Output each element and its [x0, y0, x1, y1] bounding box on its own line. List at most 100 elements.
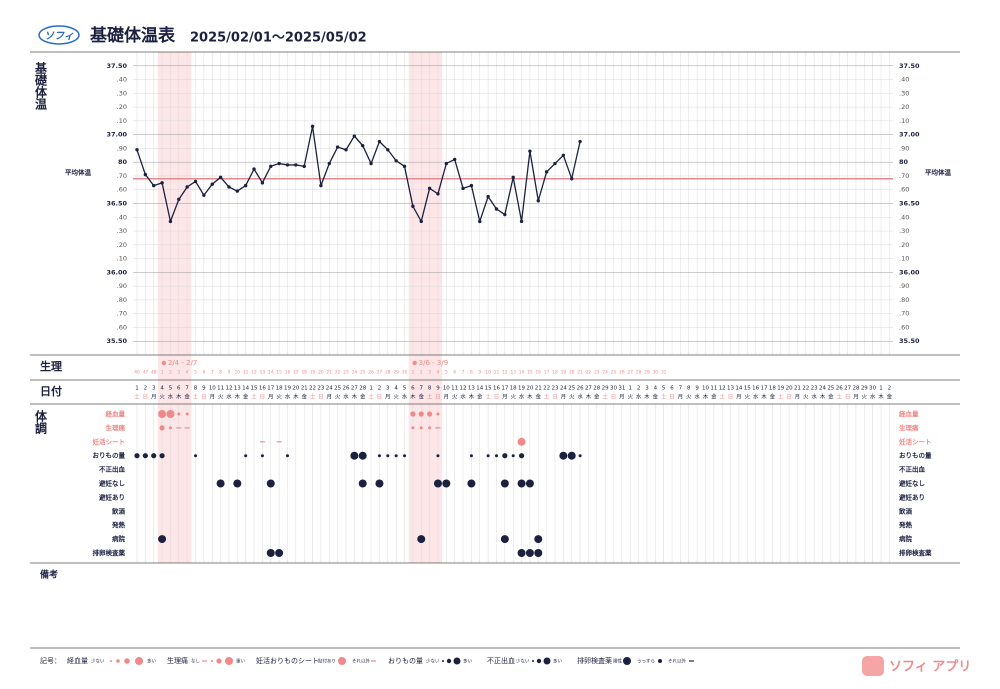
cycle-day: 1 — [412, 370, 415, 376]
cycle-day: 12 — [251, 370, 257, 376]
legend-item: 不正出血 — [487, 656, 515, 665]
cycle-day: 4 — [437, 370, 440, 376]
weekday-label: 金 — [887, 393, 893, 401]
day-label: 25 — [568, 386, 575, 392]
weekday-label: 火 — [862, 395, 868, 401]
cycle-day: 8 — [219, 370, 222, 376]
day-label: 17 — [267, 386, 274, 392]
temperature-point — [168, 219, 173, 224]
chart-layer: 2/4 - 2/7 3/6 - 3/9 37.50 37.50 .40 .40 .30 .30… — [65, 52, 952, 563]
temperature-point — [452, 157, 457, 162]
condition-dot — [244, 454, 248, 458]
cycle-day: 6 — [453, 370, 456, 376]
temperature-point — [503, 212, 507, 217]
y-tick-label-right: .40 — [899, 213, 909, 221]
y-tick-label-right: .80 — [899, 296, 909, 304]
cycle-day: 31 — [661, 370, 667, 376]
weekday-label: 日 — [201, 394, 207, 401]
weekday-label: 水 — [226, 393, 232, 401]
temperature-point — [402, 164, 407, 169]
weekday-label: 土 — [719, 393, 725, 401]
cycle-day: 10 — [235, 370, 241, 376]
y-tick-label-right: .60 — [899, 323, 909, 331]
day-label: 15 — [251, 386, 258, 392]
cycle-day: 27 — [628, 370, 634, 376]
logo-ring — [38, 25, 80, 45]
temperature-point — [177, 197, 181, 202]
y-tick-label: .90 — [117, 144, 127, 152]
day-label: 19 — [284, 386, 291, 392]
temperature-point — [269, 164, 273, 169]
weekday-label: 金 — [653, 393, 659, 401]
condition-dot — [427, 411, 433, 417]
legend-low: 少ない — [426, 658, 440, 665]
condition-dot — [159, 425, 165, 431]
condition-dot — [285, 454, 289, 458]
cycle-day: 12 — [502, 370, 508, 376]
temperature-point — [294, 163, 298, 167]
y-tick-label: .40 — [117, 76, 127, 84]
temperature-point — [570, 177, 574, 181]
day-label: 28 — [593, 386, 600, 392]
cycle-day: 13 — [510, 370, 516, 376]
day-label: 11 — [710, 386, 717, 392]
condition-label: 飲酒 — [111, 506, 126, 515]
weekday-label: 土 — [134, 393, 140, 401]
weekday-label: 火 — [452, 395, 458, 401]
condition-dot — [534, 549, 543, 557]
cycle-day: 22 — [586, 370, 592, 376]
weekday-label: 木 — [761, 393, 767, 401]
cycle-day: 2 — [169, 370, 172, 376]
section-temp: 基礎体温 — [34, 61, 48, 111]
weekday-label: 木 — [176, 393, 182, 401]
temperature-point — [486, 194, 490, 199]
cycle-day: 30 — [653, 370, 659, 376]
weekday-label: 金 — [184, 393, 190, 401]
cycle-day: 29 — [644, 370, 650, 376]
app-icon — [862, 656, 884, 676]
condition-dot — [502, 453, 508, 459]
weekday-label: 火 — [803, 395, 809, 401]
day-label: 13 — [468, 386, 475, 392]
day-label: 25 — [334, 386, 341, 392]
weekday-label: 木 — [586, 393, 592, 401]
day-label: 1 — [879, 386, 883, 392]
y-tick-label: .10 — [117, 255, 127, 263]
day-label: 1 — [369, 386, 373, 392]
condition-dot — [159, 453, 165, 459]
day-label: 7 — [679, 386, 683, 392]
day-label: 14 — [476, 386, 483, 392]
temperature-point — [461, 186, 465, 191]
day-label: 13 — [727, 386, 734, 392]
weekday-label: 月 — [327, 394, 333, 401]
cycle-day: 17 — [544, 370, 550, 376]
day-label: 21 — [794, 386, 801, 392]
condition-dot — [436, 412, 440, 416]
condition-dot — [469, 454, 473, 458]
day-label: 8 — [428, 386, 432, 392]
condition-label: 不正出血 — [99, 465, 126, 474]
y-tick-label-right: .30 — [899, 89, 909, 97]
condition-dot — [411, 426, 415, 430]
y-tick-label-right: .20 — [899, 241, 909, 249]
weekday-label: 金 — [477, 393, 483, 401]
day-label: 23 — [811, 386, 818, 392]
legend-symbol — [658, 659, 662, 663]
cycle-day: 46 — [134, 370, 140, 376]
y-tick-label-right: 36.50 — [899, 200, 920, 208]
day-label: 20 — [786, 386, 793, 392]
condition-dot — [525, 479, 534, 488]
legend-symbol — [211, 660, 213, 662]
legend-item: 生理痛 — [167, 656, 188, 665]
day-label: 24 — [326, 386, 333, 392]
y-tick-label: .30 — [117, 89, 127, 97]
day-label: 20 — [526, 386, 533, 392]
cycle-day: 18 — [301, 370, 307, 376]
day-label: 21 — [301, 386, 308, 392]
section-date: 日付 — [40, 384, 62, 398]
y-tick-label: 80 — [118, 158, 128, 166]
temperature-point — [135, 148, 139, 152]
cycle-day: 20 — [318, 370, 324, 376]
weekday-label: 金 — [828, 393, 834, 401]
